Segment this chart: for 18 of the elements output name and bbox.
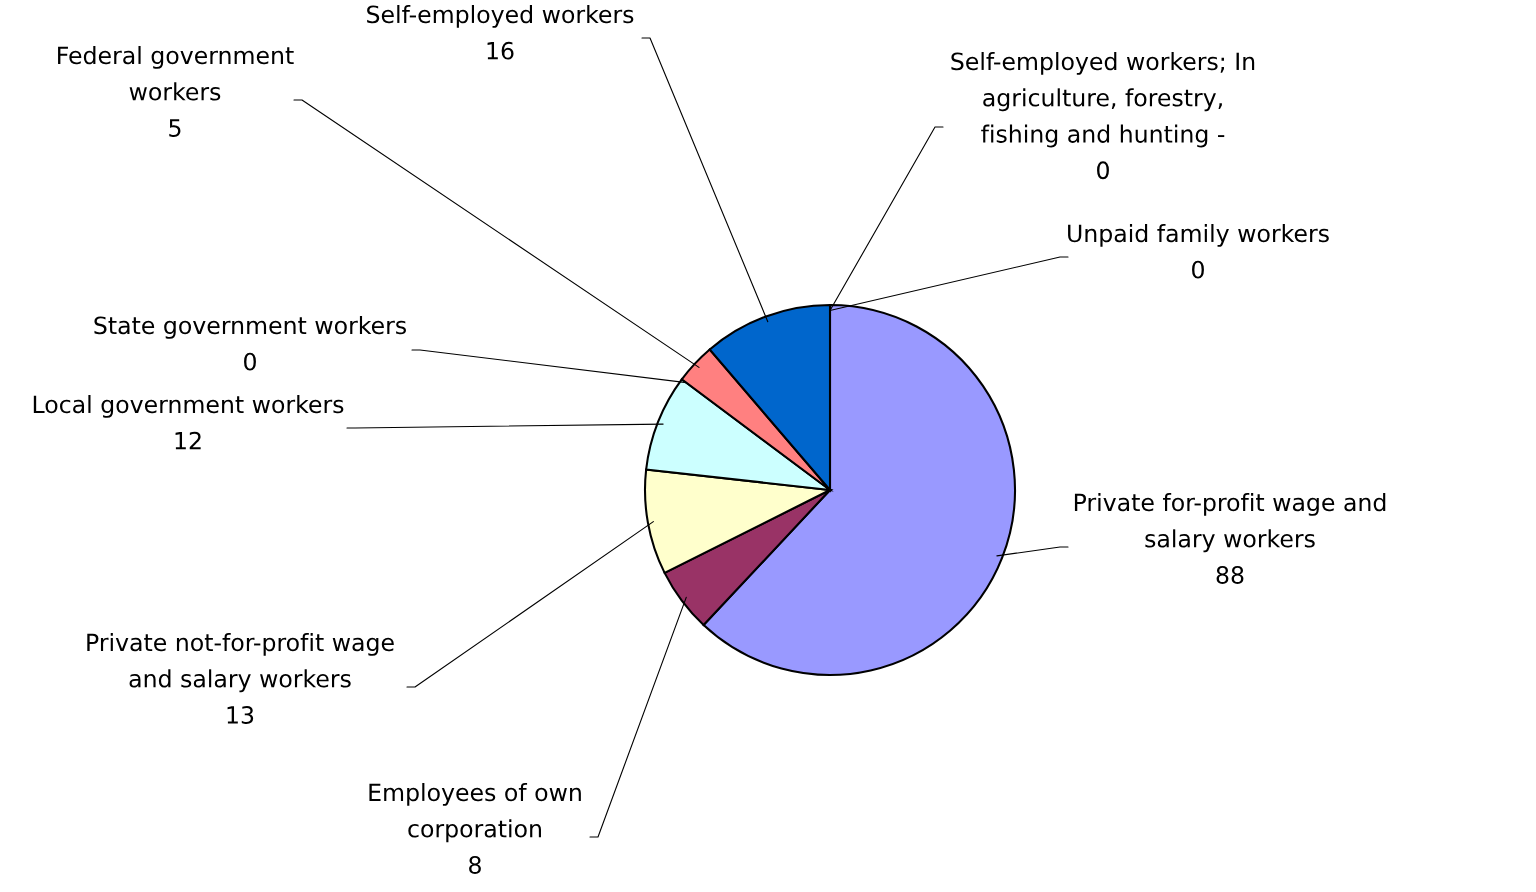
category-label: Self-employed workers; In agriculture, forestry, fishing and hunting - [951,52,1255,148]
slice-label: Employees of own corporation [369,783,581,843]
data-label: 16 [487,41,514,60]
category-label: State government workers [94,316,406,339]
text: 0 [244,352,256,371]
data-label: 8 [469,856,481,874]
text: 0 [1097,161,1109,180]
slice-label: Private not-for-profit wage and salary workers [87,633,394,693]
text: 0 [1192,260,1204,279]
data-label: 5 [169,119,181,137]
data-label: 13 [227,706,254,724]
slice-label: Self-employed workers [367,5,634,28]
slice-label: Private for-profit wage and salary workers [1074,493,1386,553]
data-label: 88 [1216,566,1244,584]
slice-label: Local government workers [33,395,344,418]
data-label: 12 [175,431,201,450]
category-label: Unpaid family workers [1068,224,1329,247]
slice-label: Federal government workers [58,46,294,101]
